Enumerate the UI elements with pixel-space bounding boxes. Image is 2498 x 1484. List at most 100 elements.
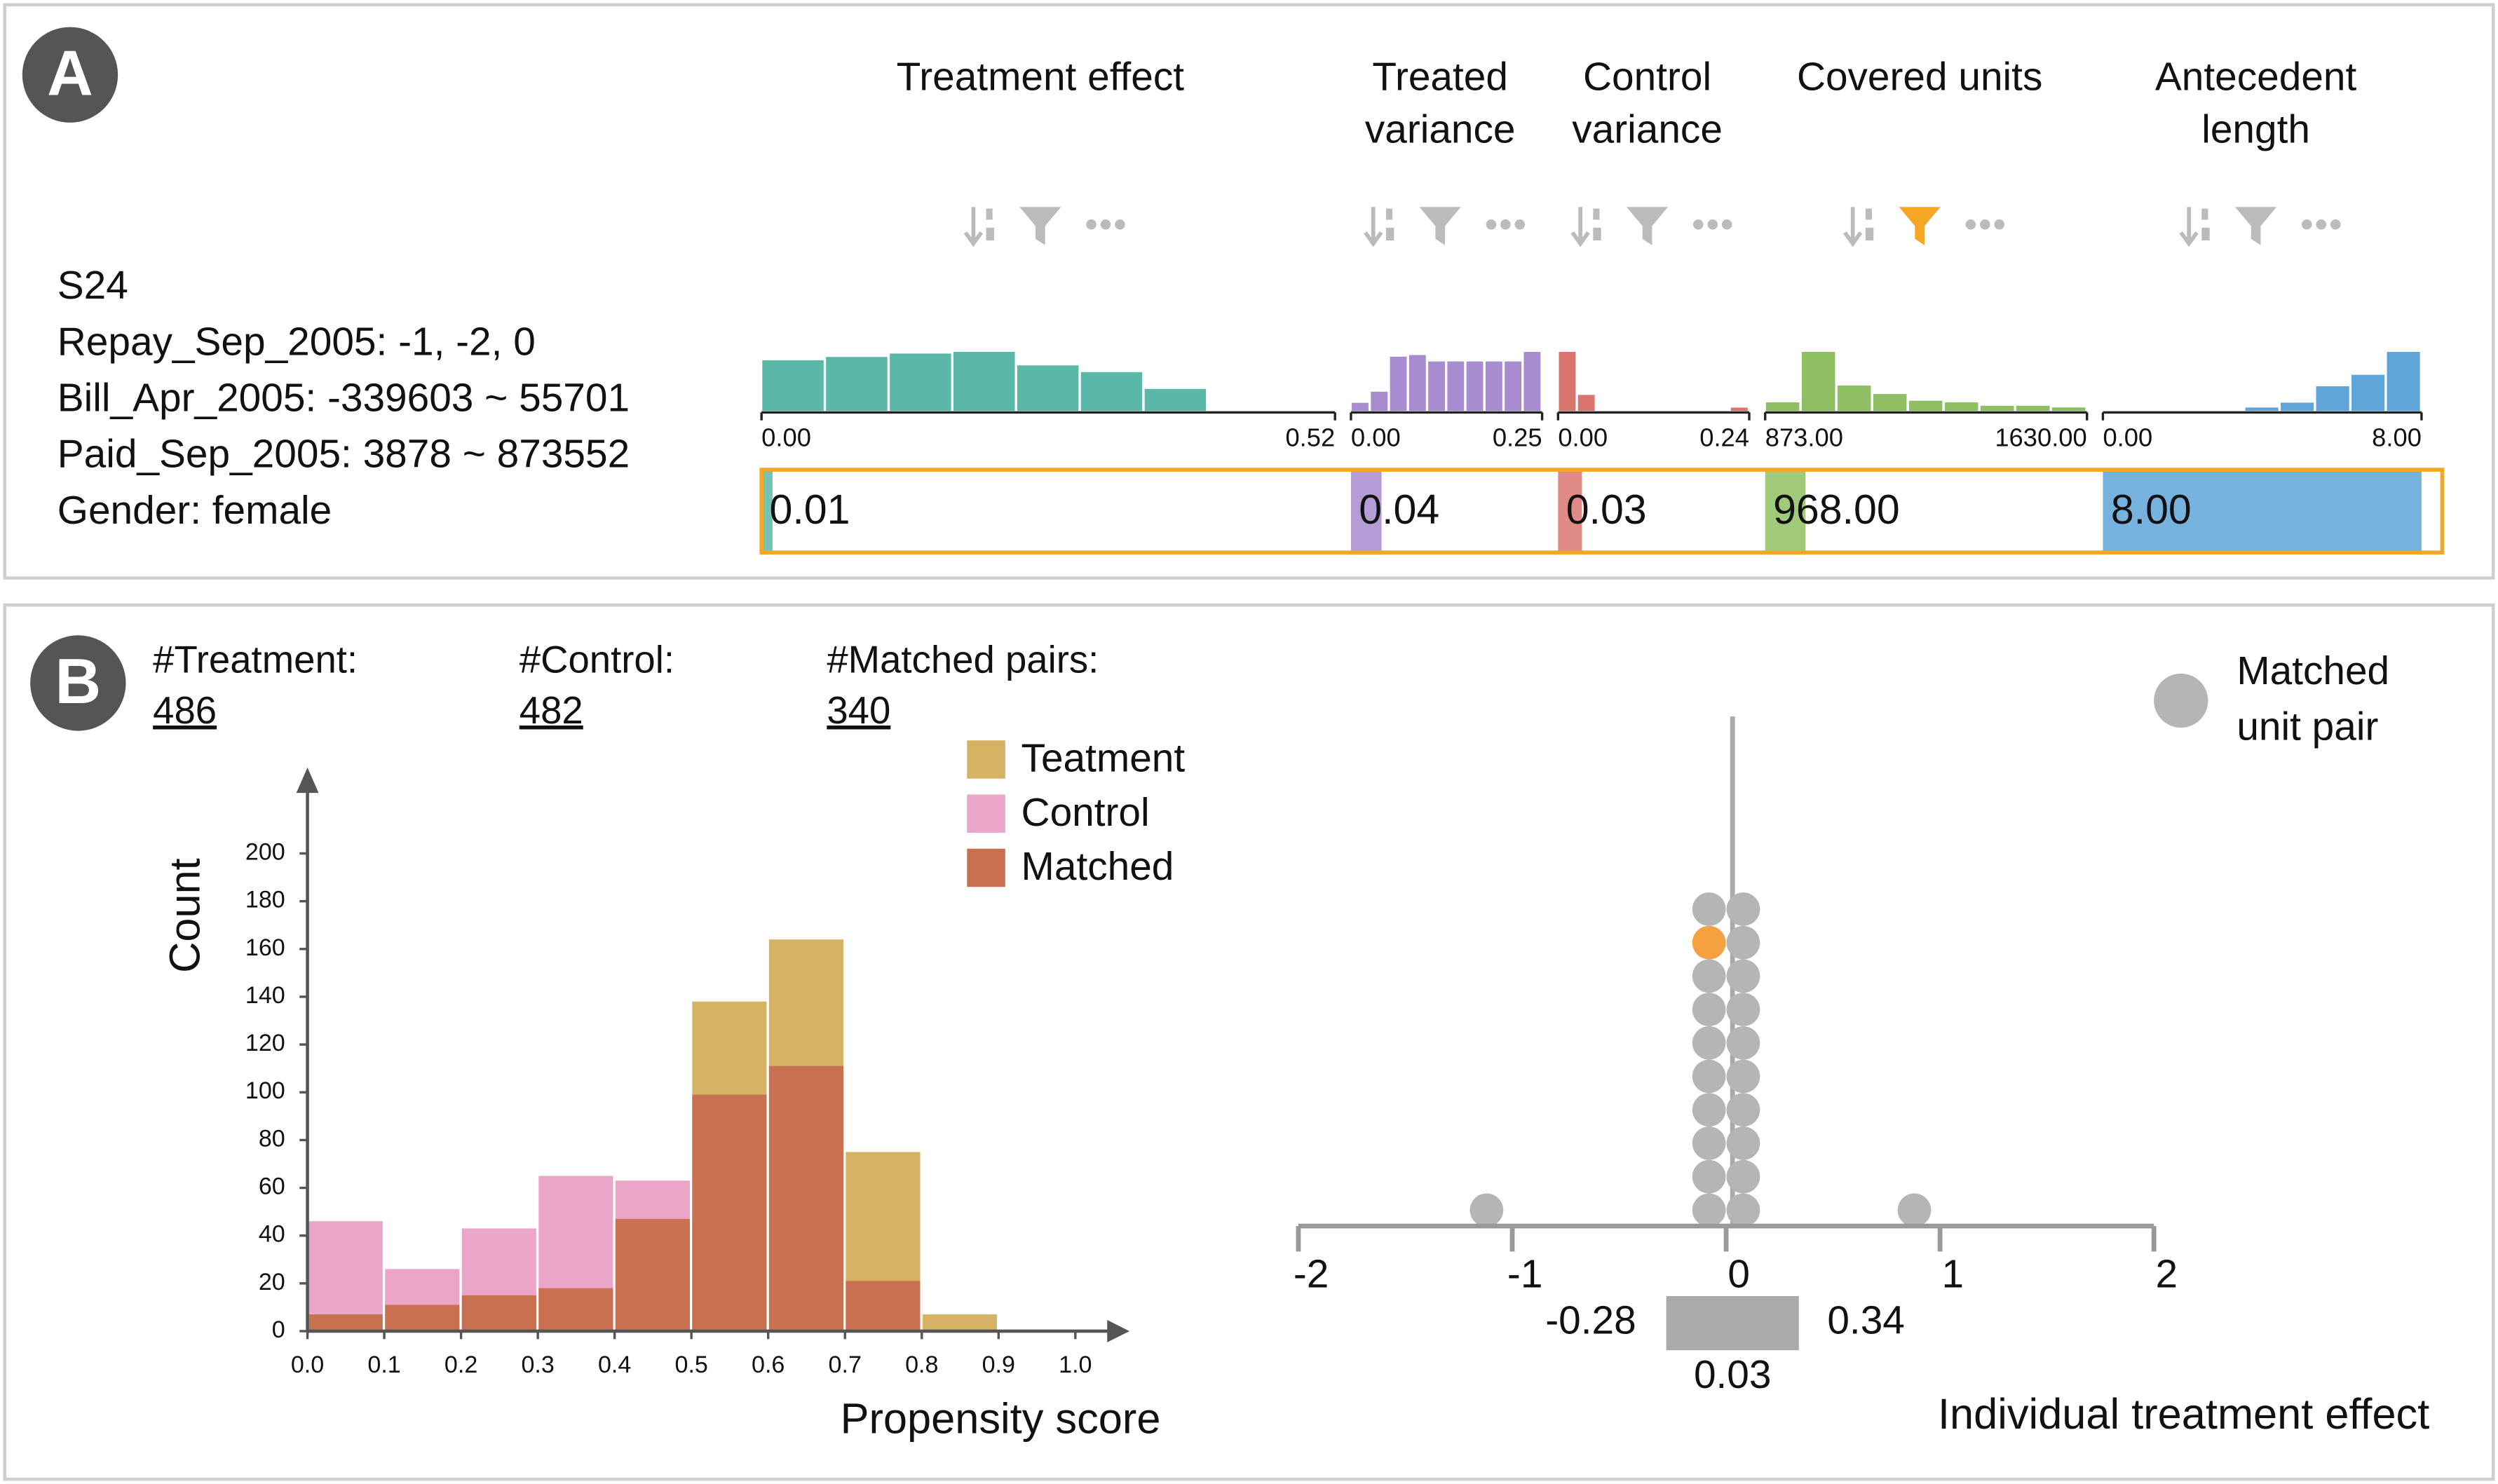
more-icon[interactable] xyxy=(1086,219,1097,230)
y-tick-label: 100 xyxy=(245,1077,285,1104)
sort-icon xyxy=(1843,231,1863,247)
more-icon[interactable] xyxy=(1980,219,1990,230)
unit-pair-dot[interactable] xyxy=(1692,925,1726,960)
unit-pair-dot[interactable] xyxy=(1726,1026,1760,1060)
more-icon[interactable] xyxy=(1486,219,1497,230)
panel-label: B xyxy=(55,646,102,717)
unit-pair-dot[interactable] xyxy=(1897,1193,1932,1227)
more-icon[interactable] xyxy=(1965,219,1976,230)
tick-label: 0.00 xyxy=(761,423,811,452)
more-icon[interactable] xyxy=(1115,219,1125,230)
panel-label: A xyxy=(47,38,93,109)
legend-label: Teatment xyxy=(1021,737,1186,781)
filter-icon[interactable] xyxy=(1419,207,1461,245)
panel-badge xyxy=(30,635,126,731)
sort-icon xyxy=(1385,208,1393,220)
unit-pair-dot[interactable] xyxy=(1726,959,1760,993)
x-tick-label: 1 xyxy=(1941,1253,1964,1297)
distribution-bar xyxy=(1390,356,1407,411)
column-header: length xyxy=(2201,108,2310,152)
distribution-bar xyxy=(2351,374,2385,411)
rule-condition: Paid_Sep_2005: 3878 ~ 873552 xyxy=(57,433,630,477)
more-icon[interactable] xyxy=(2316,219,2327,230)
value-label: 968.00 xyxy=(1773,486,1900,533)
interval-mean-label: 0.03 xyxy=(1694,1353,1772,1397)
stat-label: #Matched pairs: xyxy=(827,638,1099,681)
sort-icon xyxy=(2201,227,2210,240)
x-axis-title: Individual treatment effect xyxy=(1938,1389,2429,1438)
sort-icon xyxy=(963,231,984,247)
unit-pair-dot[interactable] xyxy=(1692,1126,1726,1160)
unit-pair-dot[interactable] xyxy=(1692,1193,1726,1227)
more-icon[interactable] xyxy=(1500,219,1511,230)
filter-icon[interactable] xyxy=(1019,207,1061,245)
column-header: Control xyxy=(1583,55,1711,100)
unit-pair-dot[interactable] xyxy=(1692,1159,1726,1194)
distribution-bar xyxy=(1428,361,1445,411)
tick-label: 1630.00 xyxy=(1995,423,2086,452)
unit-pair-dot[interactable] xyxy=(1726,1126,1760,1160)
filter-icon[interactable] xyxy=(2235,207,2277,245)
more-icon[interactable] xyxy=(2330,219,2341,230)
stat-value[interactable]: 340 xyxy=(827,689,890,732)
more-icon[interactable] xyxy=(1994,219,2005,230)
x-tick-label: 1.0 xyxy=(1059,1352,1092,1378)
distribution-bar xyxy=(1730,407,1748,411)
unit-pair-dot[interactable] xyxy=(1692,1059,1726,1094)
unit-pair-dot[interactable] xyxy=(1726,1193,1760,1227)
unit-pair-dot[interactable] xyxy=(1726,892,1760,926)
x-tick-label: 0.2 xyxy=(444,1352,477,1378)
distribution-bar xyxy=(890,353,951,411)
distribution-bar xyxy=(2387,351,2420,411)
distribution-bar xyxy=(1577,395,1595,411)
more-icon[interactable] xyxy=(1707,219,1718,230)
distribution-bar xyxy=(1801,351,1835,411)
histogram-bar xyxy=(922,1314,998,1331)
tick-label: 0.52 xyxy=(1285,423,1335,452)
unit-pair-dot[interactable] xyxy=(1692,1093,1726,1127)
unit-pair-dot[interactable] xyxy=(1692,1026,1726,1060)
panel-badge xyxy=(22,27,118,123)
rule-condition: Bill_Apr_2005: -339603 ~ 55701 xyxy=(57,376,630,421)
sort-icon xyxy=(1364,231,1383,247)
rule-condition: S24 xyxy=(57,264,128,308)
stat-value[interactable]: 486 xyxy=(153,689,217,732)
y-tick-label: 40 xyxy=(259,1221,285,1248)
rule-condition: Repay_Sep_2005: -1, -2, 0 xyxy=(57,320,536,364)
unit-pair-dot[interactable] xyxy=(1469,1193,1504,1227)
unit-pair-dot[interactable] xyxy=(1692,959,1726,993)
legend-swatch xyxy=(967,740,1005,779)
legend-swatch xyxy=(967,848,1005,887)
filter-icon[interactable] xyxy=(1899,207,1941,245)
x-tick-label: 0.8 xyxy=(905,1352,938,1378)
histogram-bar xyxy=(385,1305,460,1331)
more-icon[interactable] xyxy=(1721,219,1732,230)
stat-value[interactable]: 482 xyxy=(520,689,583,732)
distribution-bar xyxy=(1371,391,1388,411)
filter-icon[interactable] xyxy=(1627,207,1669,245)
distribution-bar xyxy=(1447,361,1465,411)
more-icon[interactable] xyxy=(2302,219,2312,230)
unit-pair-dot[interactable] xyxy=(1726,1093,1760,1127)
rule-condition: Gender: female xyxy=(57,489,332,533)
unit-pair-dot[interactable] xyxy=(1692,892,1726,926)
unit-pair-dot[interactable] xyxy=(1692,993,1726,1026)
y-tick-label: 0 xyxy=(272,1316,285,1343)
unit-pair-dot[interactable] xyxy=(1726,1159,1760,1194)
distribution-bar xyxy=(953,351,1015,411)
unit-pair-dot[interactable] xyxy=(1726,993,1760,1026)
distribution-bar xyxy=(1908,400,1943,411)
unit-pair-dot[interactable] xyxy=(1726,1059,1760,1094)
selected-row-outline[interactable] xyxy=(759,468,2445,555)
distribution-bar xyxy=(1408,355,1426,411)
x-tick-label: 0.5 xyxy=(675,1352,708,1378)
x-tick-label: 0.4 xyxy=(598,1352,631,1378)
unit-pair-dot[interactable] xyxy=(1726,925,1760,960)
more-icon[interactable] xyxy=(1693,219,1704,230)
x-tick-label: 0.7 xyxy=(829,1352,862,1378)
more-icon[interactable] xyxy=(1514,219,1526,230)
sort-icon xyxy=(2179,231,2199,247)
more-icon[interactable] xyxy=(1100,219,1111,230)
x-tick-label: 0.9 xyxy=(982,1352,1015,1378)
